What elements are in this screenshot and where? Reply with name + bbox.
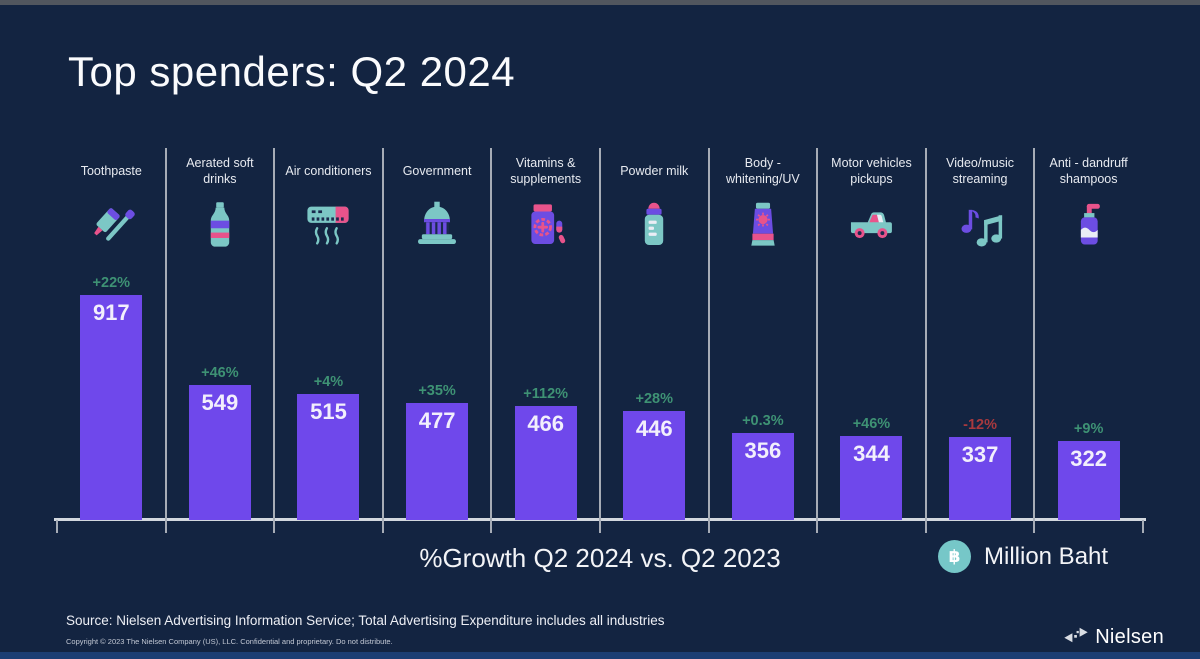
bar: 322: [1057, 441, 1120, 520]
bar-value: 322: [1070, 446, 1107, 471]
category-label: Motor vehicles pickups: [831, 156, 912, 186]
category-label: Toothpaste: [80, 164, 142, 178]
chart-column: Government +35% 477: [383, 148, 492, 520]
column-separator: [164, 148, 167, 533]
growth-label: +22%: [92, 275, 131, 291]
category-label: Powder milk: [620, 164, 689, 178]
growth-label: +9%: [1073, 421, 1104, 437]
growth-label: +28%: [635, 391, 674, 407]
pickup-truck-icon: [817, 194, 926, 256]
column-separator: [381, 148, 384, 533]
bar-value: 466: [527, 411, 565, 436]
category-label: Video/music streaming: [946, 156, 1014, 186]
growth-label: +112%: [523, 386, 569, 402]
chart-column: Video/music streaming -12% 337: [926, 148, 1035, 520]
bar-value: 356: [744, 438, 782, 463]
unit-legend-label: Million Baht: [984, 542, 1109, 570]
bar-value: 446: [635, 416, 673, 441]
axis-tick: [1142, 520, 1144, 533]
soft-drink-bottle-icon: [166, 194, 275, 256]
column-separator: [924, 148, 927, 533]
source-note: Source: Nielsen Advertising Information …: [66, 613, 665, 628]
category-label: Vitamins & supplements: [510, 156, 582, 186]
bar: 446: [623, 411, 686, 520]
bar: 466: [514, 406, 577, 520]
music-notes-icon: [926, 194, 1035, 256]
growth-label: +4%: [313, 374, 344, 390]
axis-tick: [56, 520, 58, 533]
cream-tube-icon: [709, 194, 818, 256]
bar-value: 344: [853, 441, 890, 466]
bar: 344: [840, 436, 903, 520]
chart-column: Vitamins & supplements +112% 466: [491, 148, 600, 520]
growth-label: +46%: [201, 365, 239, 381]
top-edge-strip: [0, 0, 1200, 5]
column-separator: [707, 148, 710, 533]
baht-icon: ฿: [938, 540, 971, 573]
chart-column: Body - whitening/UV +0.3% 356: [709, 148, 818, 520]
chart-column: Anti - dandruff shampoos +9% 322: [1034, 148, 1143, 520]
chart-column: Air conditioners +4% 515: [274, 148, 383, 520]
category-label: Government: [402, 164, 472, 178]
chart-column: Motor vehicles pickups +46% 344: [817, 148, 926, 520]
chart-column: Aerated soft drinks +46% 549: [166, 148, 275, 520]
nielsen-logo: Nielsen: [1064, 626, 1164, 649]
category-label: Anti - dandruff shampoos: [1049, 156, 1128, 186]
category-label: Body - whitening/UV: [726, 156, 800, 186]
bar: 356: [731, 433, 794, 520]
bar: 477: [406, 403, 469, 520]
chart-columns: Toothpaste +22% 917 Aerated soft drinks …: [54, 148, 1146, 533]
chart-column: Powder milk +28% 446: [600, 148, 709, 520]
chart-column: Toothpaste +22% 917: [57, 148, 166, 520]
shampoo-pump-icon: [1034, 194, 1143, 256]
growth-label: +46%: [852, 416, 891, 432]
unit-legend: ฿ Million Baht: [938, 540, 1108, 573]
copyright-note: Copyright © 2023 The Nielsen Company (US…: [66, 637, 393, 646]
government-building-icon: [383, 194, 492, 256]
growth-label: +35%: [418, 383, 456, 399]
column-separator: [273, 148, 276, 533]
column-separator: [816, 148, 819, 533]
column-separator: [1033, 148, 1036, 533]
bar-value: 337: [961, 442, 999, 467]
baby-bottle-icon: [600, 194, 709, 256]
bar: 337: [949, 437, 1012, 520]
bar-value: 917: [92, 300, 130, 325]
bar-value: 515: [310, 399, 347, 424]
column-separator: [599, 148, 601, 533]
toothpaste-icon: [57, 194, 166, 256]
x-axis-caption: %Growth Q2 2024 vs. Q2 2023: [419, 543, 781, 573]
growth-label: +0.3%: [742, 413, 784, 429]
bottom-edge-strip: [0, 652, 1200, 659]
column-separator: [490, 148, 493, 533]
bar: 549: [188, 385, 251, 520]
category-label: Air conditioners: [285, 164, 372, 178]
bar-value: 477: [418, 408, 456, 433]
nielsen-logo-icon: [1064, 626, 1088, 649]
nielsen-logo-text: Nielsen: [1095, 626, 1164, 648]
vitamins-bottle-icon: [491, 194, 600, 256]
growth-label: -12%: [963, 417, 997, 433]
air-conditioner-icon: [274, 194, 383, 256]
page-title: Top spenders: Q2 2024: [68, 48, 516, 95]
category-label: Aerated soft drinks: [186, 156, 254, 186]
bar: 515: [297, 394, 360, 520]
bar-value: 549: [201, 390, 239, 415]
bar: 917: [80, 295, 143, 520]
